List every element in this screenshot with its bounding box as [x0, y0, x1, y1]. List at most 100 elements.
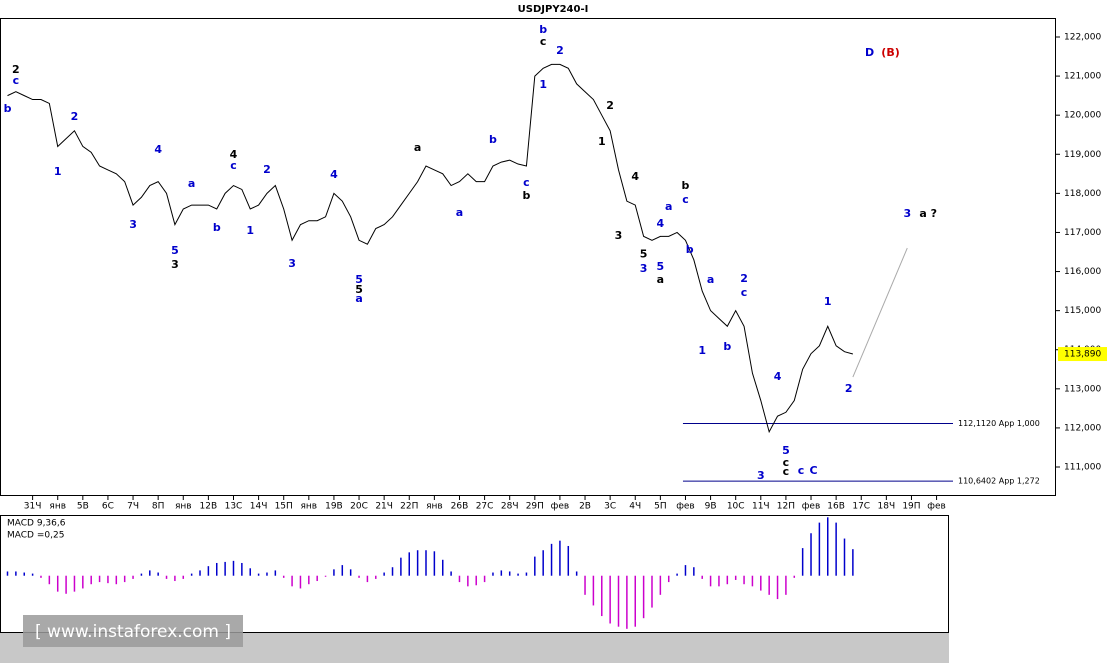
x-tick-label: 19П	[902, 502, 920, 512]
x-tick-label: янв	[301, 502, 318, 512]
wave-label: b	[723, 340, 731, 353]
wave-label: 4	[230, 148, 238, 161]
level-label: 112,1120 App 1,000	[958, 419, 1040, 428]
x-tick-label: фев	[802, 502, 821, 512]
macd-value: MACD =0,25	[7, 531, 64, 541]
x-tick-label: 2В	[579, 502, 591, 512]
y-tick-label: 112,000	[1064, 423, 1101, 433]
price-frame	[0, 18, 1056, 496]
wave-label: 2	[606, 99, 614, 112]
watermark-box	[23, 615, 243, 647]
wave-label: 5	[355, 283, 363, 296]
x-tick-label: янв	[49, 502, 66, 512]
wave-label: a ?	[919, 207, 937, 220]
x-tick-label: 4Ч	[629, 502, 641, 512]
wave-label: 4	[774, 370, 782, 383]
x-tick-label: 10С	[727, 502, 745, 512]
x-tick-label: 11Ч	[752, 502, 770, 512]
x-tick-label: 18Ч	[878, 502, 896, 512]
last-price-box	[1058, 347, 1107, 362]
macd-title: MACD 9,36,6	[7, 519, 66, 529]
x-tick-label: 28Ч	[501, 502, 519, 512]
wave-label: 3	[615, 229, 623, 242]
wave-label: 5	[171, 244, 179, 257]
wave-label: 2	[71, 110, 79, 123]
x-tick-label: 12В	[200, 502, 218, 512]
x-tick-label: 5В	[77, 502, 89, 512]
y-tick-label: 116,000	[1064, 267, 1101, 277]
x-tick-label: 20С	[350, 502, 368, 512]
x-tick-label: 13С	[225, 502, 243, 512]
x-tick-label: 6С	[102, 502, 114, 512]
y-tick-label: 120,000	[1064, 111, 1101, 121]
wave-label: 4	[657, 217, 665, 230]
wave-label: 2	[12, 63, 20, 76]
x-tick-label: фев	[927, 502, 946, 512]
wave-label: 5	[640, 248, 648, 261]
macd-frame	[0, 515, 949, 633]
y-tick-label: 115,000	[1064, 306, 1101, 316]
wave-label: a	[456, 206, 463, 219]
level-label: 110,6402 App 1,272	[958, 477, 1040, 486]
wave-label: b	[4, 102, 12, 115]
wave-label: 3	[640, 262, 648, 275]
chart-title: USDJPY240-I	[518, 4, 589, 15]
wave-label: c	[540, 35, 547, 48]
wave-label: 3	[757, 469, 765, 482]
wave-label: b	[523, 189, 531, 202]
y-tick-label: 117,000	[1064, 228, 1101, 238]
wave-label: 4	[154, 143, 162, 156]
wave-label: 5	[355, 273, 363, 286]
x-tick-label: 21Ч	[375, 502, 393, 512]
wave-label: 5	[657, 260, 665, 273]
macd-right	[949, 515, 1107, 633]
wave-label: 1	[824, 295, 832, 308]
wave-label: c	[741, 286, 748, 299]
price-line	[7, 63, 854, 434]
x-tick-label: фев	[676, 502, 695, 512]
wave-label: c	[783, 465, 790, 478]
wave-label: D	[865, 46, 874, 59]
x-tick-label: 27С	[476, 502, 494, 512]
wave-label: b	[213, 221, 221, 234]
wave-label: 1	[54, 165, 62, 178]
wave-label: c	[523, 176, 530, 189]
wave-label: 5	[782, 444, 790, 457]
x-tick-label: фев	[551, 502, 570, 512]
wave-label: b	[686, 243, 694, 256]
x-tick-label: 14Ч	[250, 502, 268, 512]
wave-label: b	[539, 23, 547, 36]
wave-label: 1	[598, 135, 606, 148]
wave-label: 1	[698, 344, 706, 357]
y-tick-label: 122,000	[1064, 32, 1101, 42]
x-tick-label: 3С	[604, 502, 616, 512]
wave-label: 2	[740, 272, 748, 285]
x-tick-label: 15П	[275, 502, 293, 512]
x-tick-label: 8П	[152, 502, 165, 512]
wave-label: a	[665, 200, 672, 213]
wave-label: a	[188, 177, 195, 190]
x-tick-label: 12П	[777, 502, 795, 512]
y-tick-label: 118,000	[1064, 189, 1101, 199]
wave-label: 3	[171, 258, 179, 271]
wave-label: b	[682, 179, 690, 192]
x-tick-label: 7Ч	[127, 502, 139, 512]
y-tick-label: 121,000	[1064, 72, 1101, 82]
wave-label: c	[783, 456, 790, 469]
wave-label: 3	[129, 218, 137, 231]
wave-label: 3	[903, 207, 911, 220]
x-tick-label: 16В	[827, 502, 845, 512]
x-tick-label: 5П	[654, 502, 667, 512]
wave-label: 2	[263, 163, 271, 176]
wave-label: c	[682, 193, 689, 206]
wave-label: c	[13, 74, 20, 87]
wave-label: 2	[845, 382, 853, 395]
wave-label: 1	[246, 224, 254, 237]
wave-label: a	[657, 273, 664, 286]
wave-label: c	[798, 464, 805, 477]
x-tick-label: янв	[175, 502, 192, 512]
wave-label: 1	[539, 78, 547, 91]
wave-label: 4	[631, 170, 639, 183]
